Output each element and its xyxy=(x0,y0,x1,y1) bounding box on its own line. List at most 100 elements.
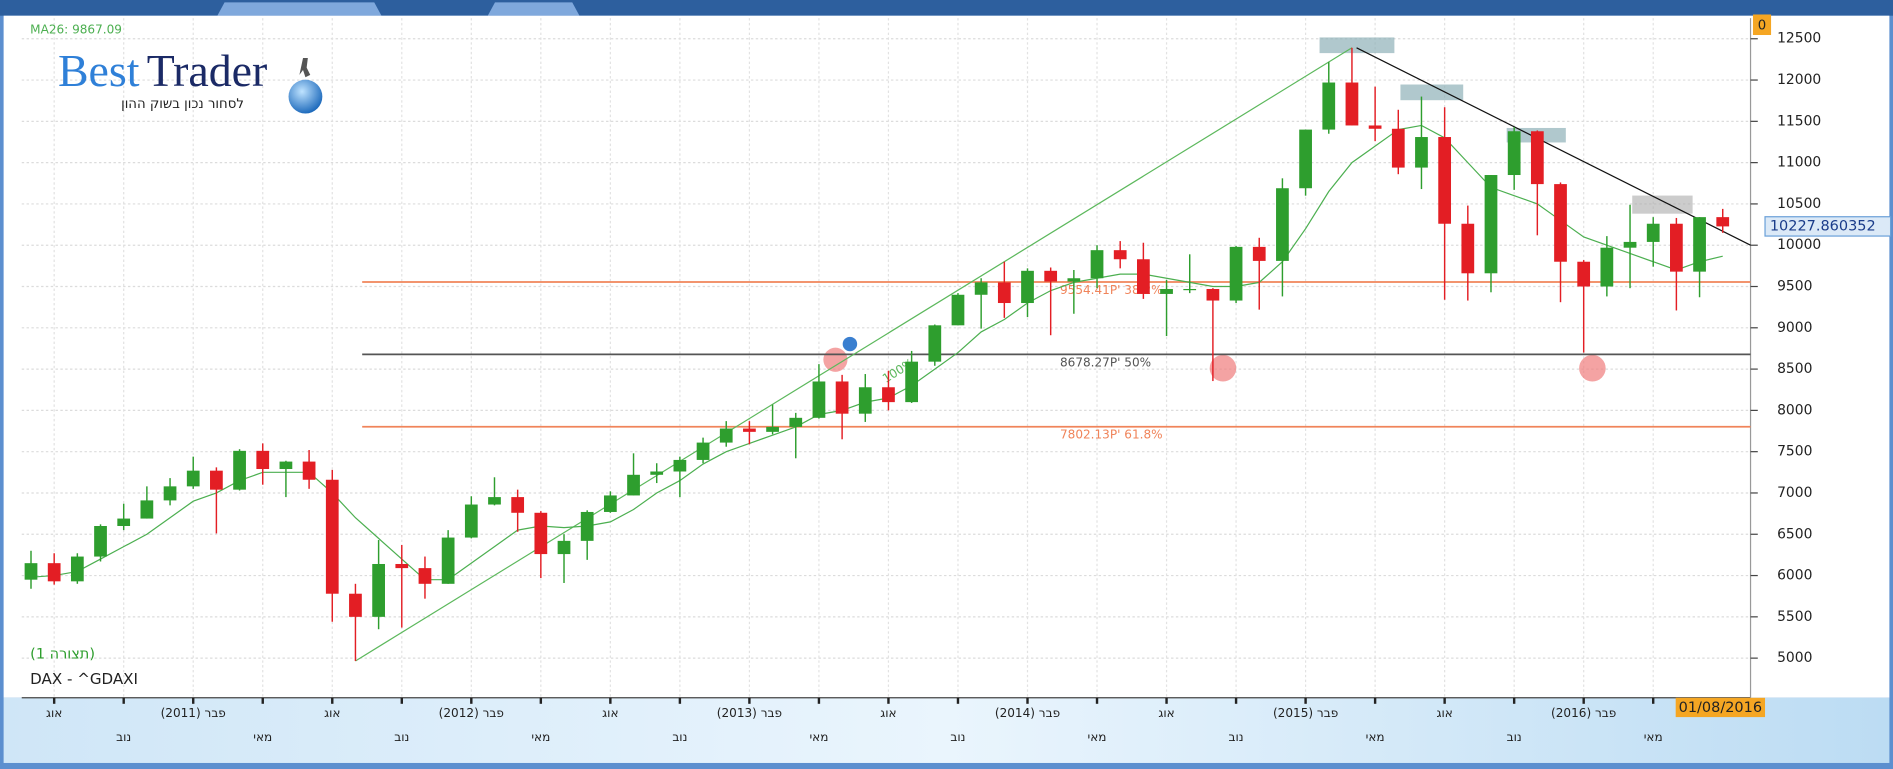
y-tick-label: 5500 xyxy=(1777,609,1812,625)
candle-body xyxy=(766,426,779,432)
candle-body xyxy=(488,497,501,505)
y-tick-label: 10500 xyxy=(1777,196,1821,212)
candle-body xyxy=(418,568,432,584)
y-tick-label: 9000 xyxy=(1777,320,1812,336)
candle-body xyxy=(47,563,61,582)
candle-body xyxy=(1670,223,1683,272)
y-tick-label: 12500 xyxy=(1777,31,1821,47)
corner-tag-text: 0 xyxy=(1758,18,1766,33)
y-tick-label: 11000 xyxy=(1777,155,1821,171)
candle-body xyxy=(372,563,385,617)
candle-body xyxy=(743,428,756,432)
candle-body xyxy=(117,518,131,526)
candle-body xyxy=(812,381,826,418)
y-tick-label: 6500 xyxy=(1777,526,1812,542)
x-tick-label: פבר (2013) xyxy=(717,706,782,720)
candle-body xyxy=(256,450,270,470)
x-tick-label: מאי xyxy=(809,730,828,744)
candle-body xyxy=(928,325,942,362)
candle-body xyxy=(557,540,571,555)
candle-body xyxy=(511,497,525,513)
y-tick-label: 12000 xyxy=(1777,72,1821,88)
candle-body xyxy=(789,417,803,427)
logo-trader: Trader xyxy=(147,44,268,95)
plot-background xyxy=(3,15,1890,698)
candle-body xyxy=(974,282,988,295)
trend-line xyxy=(1356,47,1751,246)
candle-body xyxy=(1554,184,1567,262)
corner-tag xyxy=(1752,14,1772,36)
y-tick-label: 10000 xyxy=(1777,237,1821,253)
candle-body xyxy=(650,471,664,475)
candle-body xyxy=(1716,217,1730,227)
x-tick-label: פבר (2016) xyxy=(1551,706,1616,720)
candle-body xyxy=(1415,137,1428,168)
candle-body xyxy=(210,470,223,490)
candle-body xyxy=(1368,125,1382,129)
y-tick-label: 5000 xyxy=(1777,650,1812,666)
tabs[interactable] xyxy=(217,2,580,16)
date-tag xyxy=(1675,697,1766,718)
y-tick-label: 9500 xyxy=(1777,279,1812,295)
candle-body xyxy=(534,512,548,555)
candle-body xyxy=(1021,270,1034,304)
logo-text: Best Trader xyxy=(58,44,267,95)
candle-body xyxy=(1345,82,1359,126)
candle-body xyxy=(186,470,200,487)
x-tick-label: אוג xyxy=(602,706,618,720)
candle-body xyxy=(627,474,640,496)
ma-label: MA26: 9867.09 xyxy=(30,23,122,37)
x-tick-label: נוב xyxy=(1507,730,1522,744)
candle-body xyxy=(1229,246,1243,301)
x-tick-label: מאי xyxy=(1088,730,1107,744)
candle-body xyxy=(603,495,617,512)
x-axis-band xyxy=(3,697,1890,763)
candle-body xyxy=(24,563,38,580)
candle-body xyxy=(1113,250,1127,260)
candle-body xyxy=(140,500,154,519)
price-tag-text: 10227.860352 xyxy=(1770,218,1876,234)
candle-body xyxy=(696,442,710,460)
candle-body xyxy=(94,525,107,557)
x-tick-label: נוב xyxy=(116,730,131,744)
logo-best: Best xyxy=(58,44,140,95)
candle-body xyxy=(441,537,455,584)
candle-body xyxy=(951,294,965,326)
candle-body xyxy=(1646,223,1660,242)
y-tick-label: 8500 xyxy=(1777,361,1812,377)
x-tick-label: נוב xyxy=(950,730,965,744)
logo-figure xyxy=(299,57,311,78)
candle-body xyxy=(858,387,872,414)
candle-body xyxy=(1577,261,1591,287)
candle-body xyxy=(1299,129,1312,189)
candle-body xyxy=(1183,288,1197,291)
y-tick-label: 7000 xyxy=(1777,485,1812,501)
candle-body xyxy=(325,479,339,594)
x-tick-label: אוג xyxy=(324,706,340,720)
candle-body xyxy=(1252,246,1266,261)
candle-body xyxy=(464,504,478,538)
candle-body xyxy=(1623,241,1637,248)
price-tag xyxy=(1764,216,1892,237)
candle-body xyxy=(905,361,919,403)
low-marker xyxy=(1209,354,1237,382)
logo-globe xyxy=(288,79,323,114)
y-tick-label: 8000 xyxy=(1777,402,1812,418)
candle-body xyxy=(1206,288,1220,301)
candle-body xyxy=(349,593,362,617)
candle-body xyxy=(1507,131,1521,176)
level-label: 9554.41P' 38.2% xyxy=(1060,283,1163,297)
candle-body xyxy=(1600,247,1614,287)
candle-body xyxy=(580,511,594,541)
info-icon[interactable] xyxy=(842,336,858,352)
candle-body xyxy=(395,563,409,569)
candle-body xyxy=(1160,288,1173,294)
x-tick-label: פבר (2015) xyxy=(1273,706,1338,720)
x-tick-label: נוב xyxy=(672,730,687,744)
candle-body xyxy=(1276,188,1289,261)
candle-body xyxy=(1438,137,1452,224)
candle-body xyxy=(1067,278,1081,282)
x-tick-label: אוג xyxy=(880,706,896,720)
